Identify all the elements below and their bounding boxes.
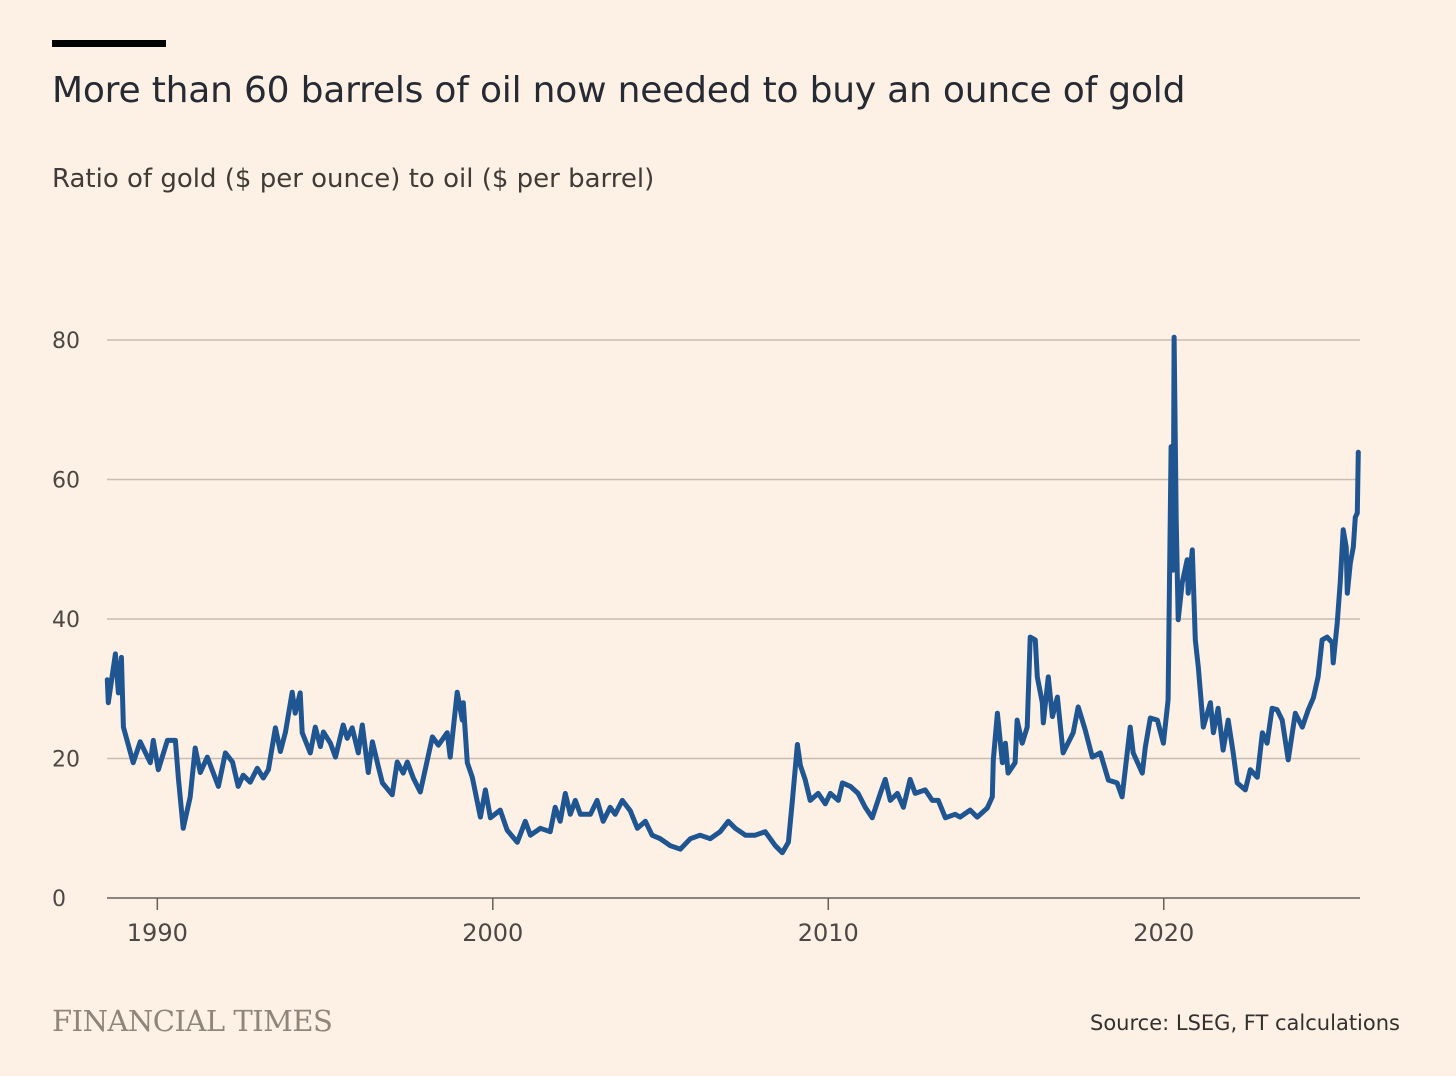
x-tick-label: 2000	[462, 919, 523, 947]
y-tick-label: 60	[52, 469, 80, 494]
x-tick-label: 2010	[798, 919, 859, 947]
gridlines	[107, 339, 1360, 899]
y-tick-label: 80	[52, 329, 80, 354]
ft-logo: FINANCIAL TIMES	[52, 1004, 333, 1038]
x-axis-ticks: 1990 2000 2010 2020	[127, 898, 1194, 947]
series-line-gold-oil-ratio	[104, 334, 1361, 856]
title-accent-bar	[52, 40, 166, 47]
chart-title: More than 60 barrels of oil now needed t…	[52, 70, 1186, 111]
y-tick-label: 20	[52, 748, 80, 773]
y-axis-ticks: 0 20 40 60 80	[52, 329, 80, 912]
x-tick-label: 2020	[1133, 919, 1194, 947]
source-note: Source: LSEG, FT calculations	[1090, 1011, 1400, 1035]
y-tick-label: 0	[52, 887, 66, 912]
chart-subtitle: Ratio of gold ($ per ounce) to oil ($ pe…	[52, 164, 655, 194]
x-tick-label: 1990	[127, 919, 188, 947]
y-tick-label: 40	[52, 608, 80, 633]
